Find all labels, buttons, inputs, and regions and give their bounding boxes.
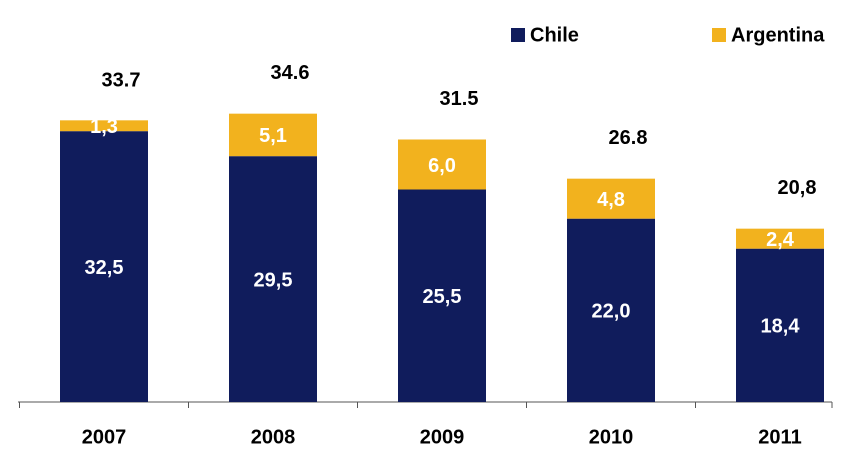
total-label: 33.7 [102,69,141,91]
value-label: 6,0 [428,155,456,177]
value-label: 25,5 [423,286,462,308]
bar-segment [398,189,486,402]
bar-segment [736,248,824,402]
value-label: 2,4 [766,229,795,251]
value-label: 18,4 [761,316,801,338]
total-label: 20,8 [778,177,817,199]
value-label: 29,5 [254,269,293,291]
x-tick-label: 2010 [589,426,634,448]
x-tick-label: 2009 [420,426,465,448]
x-tick-label: 2008 [251,426,296,448]
value-label: 1,3 [90,116,118,138]
bar-segment [398,139,486,190]
total-label: 26.8 [609,127,648,149]
value-label: 4,8 [597,189,625,211]
bar-segment [567,178,655,219]
bar-segment [736,228,824,249]
value-label: 32,5 [85,257,124,279]
bar-segment [567,218,655,402]
bar-segment [60,131,148,402]
total-label: 34.6 [271,62,310,84]
legend-swatch [511,28,525,42]
value-label: 22,0 [592,301,631,323]
legend-label: Chile [530,24,579,46]
total-label: 31.5 [440,88,479,110]
bar-segment [229,156,317,402]
value-label: 5,1 [259,125,287,147]
x-tick-label: 2011 [758,426,801,448]
bar-segment [229,113,317,157]
legend-swatch [712,28,726,42]
legend-label: Argentina [731,24,825,46]
bar-segment [60,120,148,132]
x-tick-label: 2007 [82,426,127,448]
